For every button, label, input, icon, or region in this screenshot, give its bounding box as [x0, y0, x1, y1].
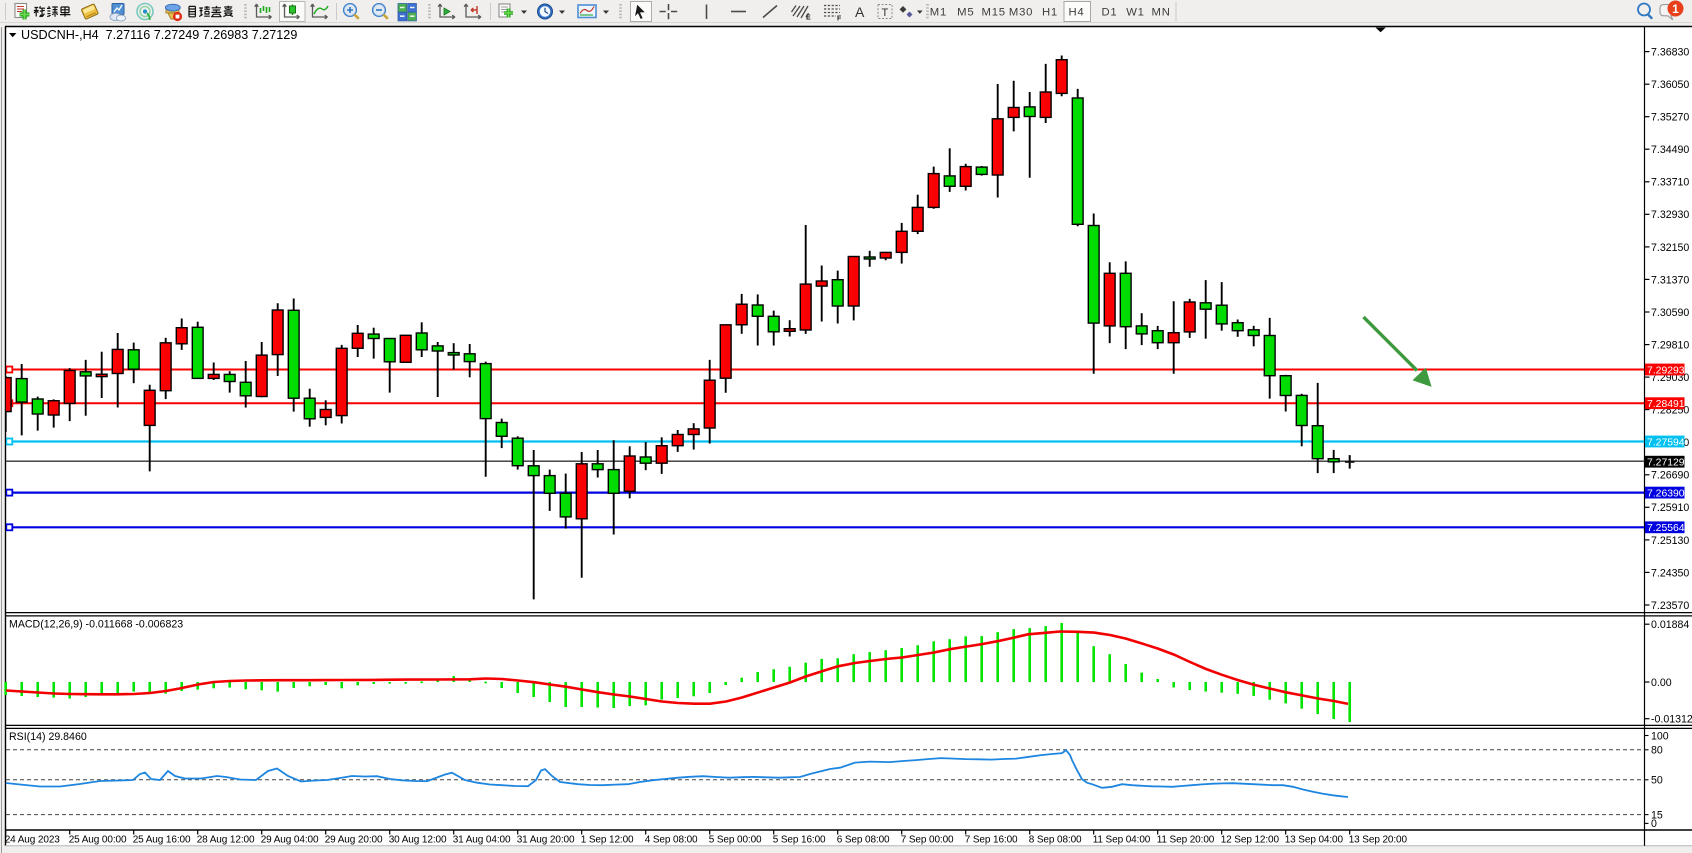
- svg-text:7.34490: 7.34490: [1651, 144, 1689, 156]
- svg-text:30 Aug 12:00: 30 Aug 12:00: [389, 835, 447, 846]
- svg-text:31 Aug 04:00: 31 Aug 04:00: [453, 835, 511, 846]
- svg-text:25 Aug 16:00: 25 Aug 16:00: [133, 835, 191, 846]
- svg-text:7.29810: 7.29810: [1651, 339, 1689, 351]
- svg-text:6 Sep 08:00: 6 Sep 08:00: [837, 835, 890, 846]
- svg-text:7.36050: 7.36050: [1651, 79, 1689, 91]
- svg-text:E: E: [806, 15, 811, 22]
- svg-text:8 Sep 08:00: 8 Sep 08:00: [1029, 835, 1082, 846]
- svg-text:7 Sep 16:00: 7 Sep 16:00: [965, 835, 1018, 846]
- svg-text:7.27129: 7.27129: [1647, 458, 1685, 469]
- svg-text:13 Sep 04:00: 13 Sep 04:00: [1285, 835, 1344, 846]
- svg-text:31 Aug 20:00: 31 Aug 20:00: [517, 835, 575, 846]
- svg-text:11 Sep 04:00: 11 Sep 04:00: [1093, 835, 1151, 846]
- svg-text:80: 80: [1651, 745, 1663, 757]
- svg-text:RSI(14) 29.8460: RSI(14) 29.8460: [9, 731, 87, 743]
- svg-text:12 Sep 12:00: 12 Sep 12:00: [1221, 835, 1280, 846]
- svg-text:0: 0: [1651, 818, 1657, 830]
- svg-text:H4: H4: [1068, 7, 1084, 19]
- svg-text:MACD(12,26,9) -0.011668 -0.006: MACD(12,26,9) -0.011668 -0.006823: [9, 619, 183, 631]
- svg-text:7.36830: 7.36830: [1651, 47, 1689, 59]
- svg-text:100: 100: [1651, 730, 1669, 742]
- svg-text:7 Sep 00:00: 7 Sep 00:00: [901, 835, 954, 846]
- svg-text:5 Sep 00:00: 5 Sep 00:00: [709, 835, 762, 846]
- svg-text:W1: W1: [1126, 7, 1145, 19]
- svg-text:1 Sep 12:00: 1 Sep 12:00: [581, 835, 634, 846]
- svg-text:USDCNH-,H4 7.27116 7.27249 7.: USDCNH-,H4 7.27116 7.27249 7.26983 7.271…: [21, 28, 297, 42]
- svg-text:7.26390: 7.26390: [1647, 489, 1685, 500]
- svg-text:7.33710: 7.33710: [1651, 177, 1689, 189]
- svg-text:7.28491: 7.28491: [1647, 399, 1685, 410]
- svg-text:11 Sep 20:00: 11 Sep 20:00: [1157, 835, 1215, 846]
- svg-text:A: A: [855, 4, 865, 20]
- svg-text:T: T: [882, 7, 889, 19]
- svg-text:7.27594: 7.27594: [1647, 437, 1685, 448]
- svg-text:7.35270: 7.35270: [1651, 112, 1689, 124]
- svg-text:1: 1: [1672, 2, 1679, 16]
- svg-text:7.23570: 7.23570: [1651, 600, 1689, 612]
- svg-text:7.32150: 7.32150: [1651, 242, 1689, 254]
- svg-text:H1: H1: [1042, 7, 1058, 19]
- svg-text:29 Aug 20:00: 29 Aug 20:00: [325, 835, 383, 846]
- svg-text:15: 15: [1651, 809, 1663, 821]
- svg-text:4 Sep 08:00: 4 Sep 08:00: [645, 835, 698, 846]
- svg-text:M15: M15: [982, 7, 1006, 19]
- svg-text:7.26690: 7.26690: [1651, 470, 1689, 482]
- svg-text:50: 50: [1651, 775, 1663, 787]
- svg-text:28 Aug 12:00: 28 Aug 12:00: [197, 835, 255, 846]
- svg-text:7.24350: 7.24350: [1651, 567, 1689, 579]
- svg-text:D1: D1: [1101, 7, 1117, 19]
- svg-text:7.30590: 7.30590: [1651, 307, 1689, 319]
- svg-text:29 Aug 04:00: 29 Aug 04:00: [261, 835, 319, 846]
- svg-text:M5: M5: [957, 7, 974, 19]
- svg-text:7.31370: 7.31370: [1651, 274, 1689, 286]
- svg-text:25 Aug 00:00: 25 Aug 00:00: [69, 835, 127, 846]
- svg-text:0.01884: 0.01884: [1651, 619, 1689, 631]
- svg-text:MN: MN: [1152, 7, 1171, 19]
- svg-text:7.25910: 7.25910: [1651, 502, 1689, 514]
- svg-text:7.29293: 7.29293: [1647, 365, 1685, 376]
- svg-text:M30: M30: [1009, 7, 1033, 19]
- svg-text:M1: M1: [930, 7, 947, 19]
- svg-text:F: F: [837, 16, 842, 23]
- svg-text:0.00: 0.00: [1651, 677, 1672, 689]
- svg-text:5 Sep 16:00: 5 Sep 16:00: [773, 835, 826, 846]
- svg-text:24 Aug 2023: 24 Aug 2023: [5, 835, 61, 846]
- svg-text:-0.01312: -0.01312: [1651, 714, 1692, 726]
- svg-text:7.32930: 7.32930: [1651, 209, 1689, 221]
- svg-text:13 Sep 20:00: 13 Sep 20:00: [1349, 835, 1408, 846]
- svg-text:7.25564: 7.25564: [1647, 523, 1685, 534]
- svg-text:7.25130: 7.25130: [1651, 535, 1689, 547]
